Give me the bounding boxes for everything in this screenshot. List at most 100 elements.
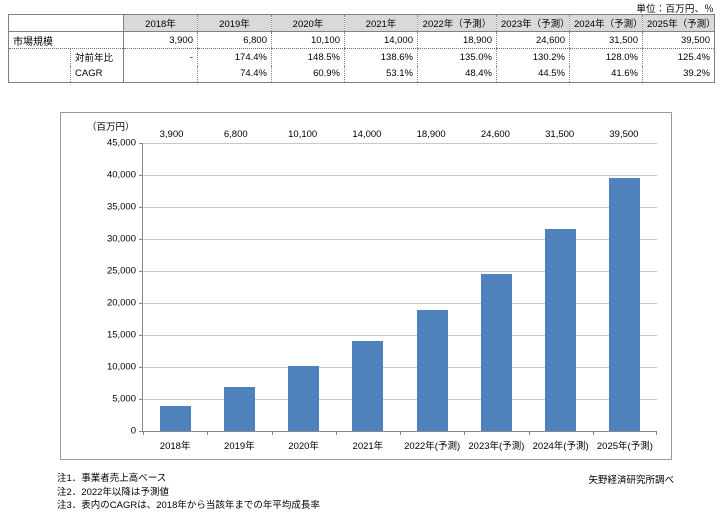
cell-cagr-2024: 41.6% <box>569 65 643 83</box>
bar-value-label: 31,500 <box>545 129 575 140</box>
header-year-2021: 2021年 <box>344 14 418 32</box>
cell-market-size-2021: 14,000 <box>344 31 418 49</box>
y-axis-unit-label: （百万円） <box>87 122 135 133</box>
market-size-table-container: 2018年 2019年 2020年 2021年 2022年（予測） 2023年（… <box>8 14 715 83</box>
bar: 39,500 <box>609 129 641 431</box>
x-tick-mark <box>207 431 209 435</box>
gridline <box>143 143 657 144</box>
header-year-2023: 2023年（予測） <box>496 14 570 32</box>
x-tick-mark <box>592 431 594 435</box>
x-axis-label: 2024年(予測) <box>532 441 589 452</box>
gridline <box>143 399 657 400</box>
y-tick-mark <box>139 207 143 208</box>
cell-yoy-2021: 138.6% <box>344 48 418 66</box>
footnote-3: 注3．表内のCAGRは、2018年から当該年までの年平均成長率 <box>57 500 320 511</box>
table-header-row: 2018年 2019年 2020年 2021年 2022年（予測） 2023年（… <box>8 14 715 32</box>
x-tick-mark <box>335 431 337 435</box>
bar-slot: 14,000 <box>335 129 400 435</box>
row-label-market-size: 市場規模 <box>8 31 124 49</box>
gridline <box>143 207 657 208</box>
bar: 3,900 <box>159 129 191 431</box>
y-tick-label: 15,000 <box>106 329 136 341</box>
header-year-2018: 2018年 <box>123 14 198 32</box>
row-label-cagr: CAGR <box>70 65 124 83</box>
y-tick-label: 5,000 <box>112 393 136 405</box>
x-tick-mark <box>656 431 657 435</box>
bar-value-label: 24,600 <box>480 129 510 140</box>
cell-market-size-2022: 18,900 <box>417 31 497 49</box>
gridline <box>143 271 657 272</box>
bar-slot: 3,900 <box>143 129 207 435</box>
gridline <box>143 367 657 368</box>
gridline <box>143 335 657 336</box>
gridline <box>143 175 657 176</box>
market-size-bar-chart: （百万円） 0 5,000 10,000 15,000 20,000 25,000 30,0… <box>60 112 672 460</box>
row-label-spacer-cagr <box>9 66 71 83</box>
cell-market-size-2019: 6,800 <box>197 31 272 49</box>
x-tick-mark <box>143 431 144 435</box>
footnotes: 注1．事業者売上高ベース 注2．2022年以降は予測値 注3．表内のCAGRは、… <box>57 472 320 513</box>
x-axis-label: 2021年 <box>352 441 384 452</box>
bar-slot: 24,600 <box>464 129 528 435</box>
bar: 31,500 <box>545 129 577 431</box>
x-tick-mark <box>464 431 466 435</box>
cell-yoy-2024: 128.0% <box>569 48 643 66</box>
cell-market-size-2023: 24,600 <box>496 31 570 49</box>
source-attribution: 矢野経済研究所調べ <box>588 475 674 486</box>
bar-series: 3,900 6,800 10,100 14,000 18,900 24,600 31,500… <box>143 129 657 435</box>
market-size-table: 2018年 2019年 2020年 2021年 2022年（予測） 2023年（… <box>8 14 715 83</box>
y-tick-label: 0 <box>130 425 136 437</box>
cell-cagr-2021: 53.1% <box>344 65 418 83</box>
header-year-2025: 2025年（予測） <box>642 14 715 32</box>
y-tick-mark <box>139 271 143 272</box>
unit-note: 単位：百万円、％ <box>636 4 714 15</box>
header-year-2022: 2022年（予測） <box>417 14 497 32</box>
cell-market-size-2025: 39,500 <box>642 31 715 49</box>
cell-market-size-2024: 31,500 <box>569 31 643 49</box>
bar-value-label: 10,100 <box>288 129 318 140</box>
y-tick-mark <box>139 431 143 432</box>
bar: 14,000 <box>352 129 384 431</box>
bar-value-label: 3,900 <box>159 129 184 140</box>
y-tick-mark <box>139 175 143 176</box>
header-year-2020: 2020年 <box>271 14 345 32</box>
bar: 6,800 <box>223 129 255 431</box>
y-tick-label: 45,000 <box>106 137 136 149</box>
x-axis-labels: 2018年 2019年 2020年 2021年 2022年(予測) 2023年(予測) 20… <box>143 438 657 452</box>
y-tick-mark <box>139 143 143 144</box>
row-label-spacer-yoy <box>9 49 71 66</box>
table-row-cagr: CAGR 74.4% 60.9% 53.1% 48.4% 44.5% 41.6%… <box>9 65 715 83</box>
header-year-2019: 2019年 <box>197 14 272 32</box>
cell-cagr-2022: 48.4% <box>417 65 497 83</box>
y-tick-label: 10,000 <box>106 361 136 373</box>
bar-value-label: 18,900 <box>416 129 446 140</box>
table-row-yoy: 対前年比 - 174.4% 148.5% 138.6% 135.0% 130.2… <box>9 48 715 66</box>
bar: 24,600 <box>480 129 512 431</box>
cell-cagr-2018 <box>123 65 198 83</box>
cell-yoy-2025: 125.4% <box>642 48 715 66</box>
y-axis-line <box>142 143 143 431</box>
cell-cagr-2020: 60.9% <box>271 65 345 83</box>
cell-yoy-2023: 130.2% <box>496 48 570 66</box>
cell-yoy-2022: 135.0% <box>417 48 497 66</box>
footnote-2: 注2．2022年以降は予測値 <box>57 486 169 498</box>
x-axis-label: 2020年 <box>288 441 319 452</box>
cell-market-size-2018: 3,900 <box>123 31 198 49</box>
cell-cagr-2023: 44.5% <box>496 65 570 83</box>
x-axis-label: 2019年 <box>224 441 255 452</box>
bar-slot: 18,900 <box>400 129 464 435</box>
x-tick-mark <box>528 431 530 435</box>
bar-slot: 10,100 <box>271 129 336 435</box>
y-tick-label: 25,000 <box>106 265 136 277</box>
cell-yoy-2018: - <box>123 48 198 66</box>
bar: 10,100 <box>288 129 320 431</box>
header-blank-b <box>70 14 124 32</box>
chart-plot-area: 0 5,000 10,000 15,000 20,000 25,000 30,000 35,0… <box>107 129 657 452</box>
cell-cagr-2019: 74.4% <box>197 65 272 83</box>
x-tick-mark <box>400 431 401 435</box>
y-tick-label: 20,000 <box>106 297 136 309</box>
x-axis-label: 2018年 <box>159 441 191 452</box>
y-tick-label: 40,000 <box>106 169 136 181</box>
cell-yoy-2020: 148.5% <box>271 48 345 66</box>
header-blank-a <box>8 14 71 32</box>
